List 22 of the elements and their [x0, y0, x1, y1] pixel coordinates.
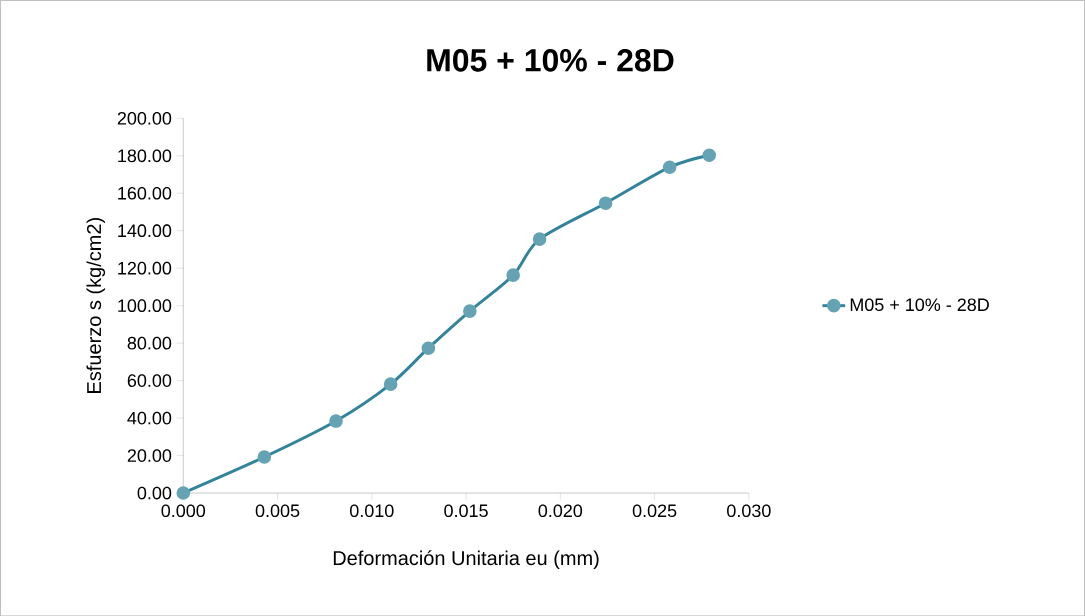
y-tick-label: 100.00: [118, 299, 172, 312]
x-tick-label: 0.000: [161, 504, 206, 517]
x-tick-label: 0.025: [632, 504, 677, 517]
x-axis-title: Deformación Unitaria eu (mm): [333, 550, 599, 569]
y-tick-label: 200.00: [117, 111, 172, 125]
x-tick-label: 0.020: [538, 504, 583, 517]
x-tick-label: 0.010: [350, 504, 394, 517]
y-tick-label: 40.00: [127, 411, 172, 425]
y-tick-label: 80.00: [127, 336, 172, 350]
x-tick-label: 0.030: [727, 504, 771, 517]
y-tick-label: 140.00: [118, 224, 172, 237]
x-tick-label: 0.015: [444, 504, 488, 517]
x-tick-label: 0.005: [255, 504, 300, 517]
y-tick-label: 0.00: [137, 486, 172, 500]
legend-label: M05 + 10% - 28D: [850, 298, 989, 311]
y-axis-title: Esfuerzo s (kg/cm2): [86, 217, 106, 393]
y-tick-label: 20.00: [127, 449, 172, 462]
y-tick-label: 180.00: [118, 149, 172, 162]
y-tick-label: 60.00: [127, 374, 172, 387]
y-tick-label: 160.00: [118, 186, 172, 200]
y-tick-label: 120.00: [118, 261, 172, 275]
chart-title: M05 + 10% - 28D: [427, 48, 674, 72]
